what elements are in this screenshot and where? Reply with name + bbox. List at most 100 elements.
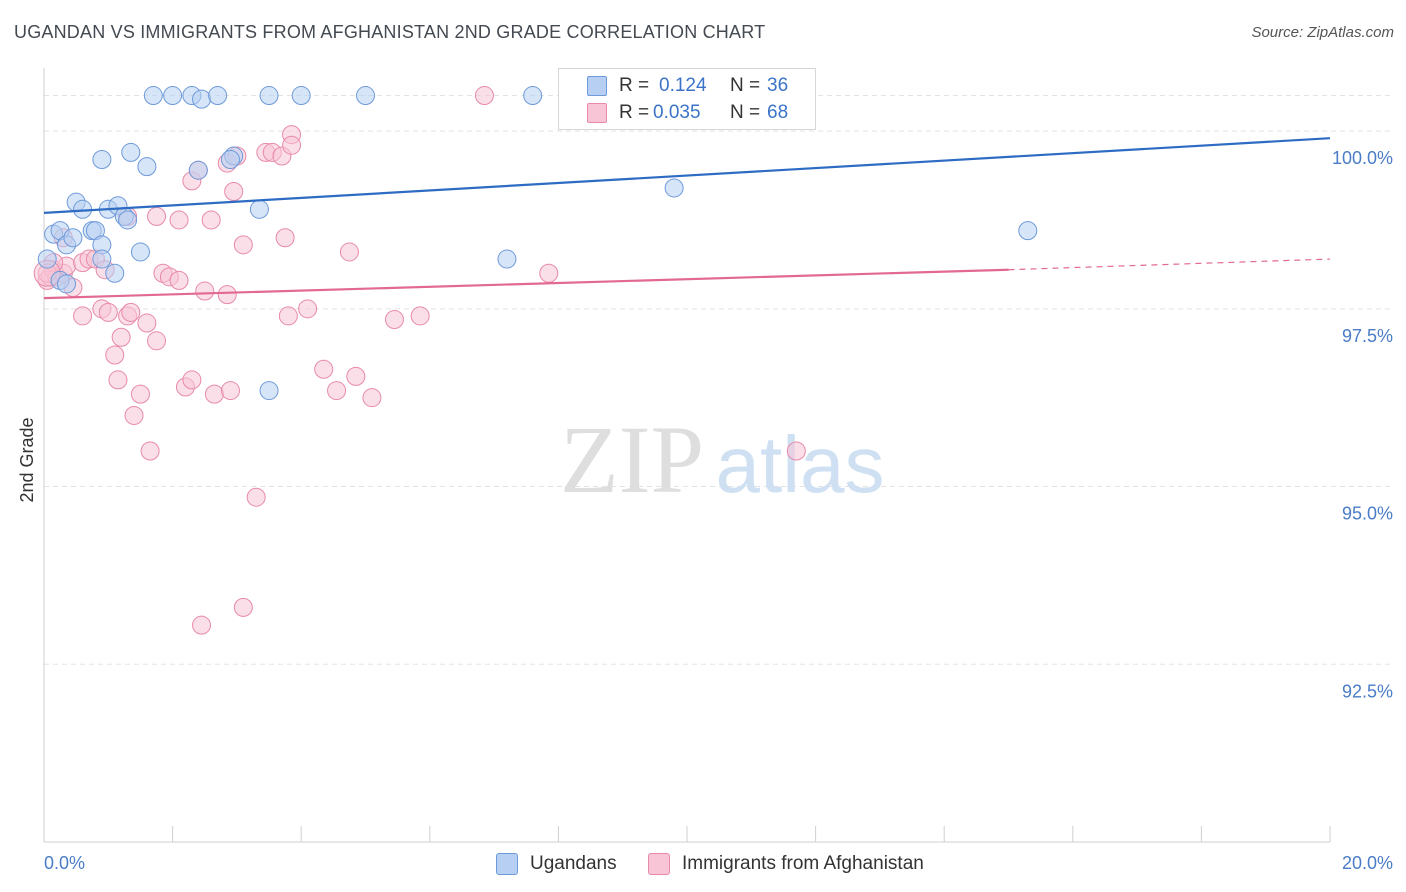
point-afghanistan <box>121 302 141 322</box>
point-afghanistan <box>105 345 125 365</box>
point-ugandans <box>188 160 208 180</box>
legend-n-value: 36 <box>767 75 789 96</box>
point-afghanistan <box>147 331 167 351</box>
point-afghanistan <box>140 441 160 461</box>
point-afghanistan <box>327 381 347 401</box>
legend-r-value: 0.124 <box>659 75 707 96</box>
point-ugandans <box>249 199 269 219</box>
legend-r-label: R = <box>619 102 650 123</box>
point-afghanistan <box>182 370 202 390</box>
point-afghanistan <box>130 384 150 404</box>
point-afghanistan <box>108 370 128 390</box>
chart-title: UGANDAN VS IMMIGRANTS FROM AFGHANISTAN 2… <box>14 22 766 42</box>
point-afghanistan <box>224 182 244 202</box>
point-afghanistan <box>192 615 212 635</box>
legend-box: R = 0.124 N = 36 R = 0.035 N = 68 <box>558 68 816 130</box>
x-tick-label-start: 0.0% <box>44 853 85 873</box>
point-afghanistan <box>410 306 430 326</box>
watermark: ZIP atlas <box>560 406 884 513</box>
point-ugandans <box>130 242 150 262</box>
y-tick-label: 95.0% <box>1342 504 1393 524</box>
chart-source: Source: ZipAtlas.com <box>1251 24 1394 41</box>
point-ugandans <box>118 210 138 230</box>
point-ugandans <box>137 157 157 177</box>
point-ugandans <box>523 86 543 106</box>
point-afghanistan <box>233 235 253 255</box>
point-afghanistan <box>124 405 144 425</box>
axes <box>43 68 1331 843</box>
watermark-zip: ZIP <box>560 406 704 513</box>
point-ugandans <box>63 228 83 248</box>
point-afghanistan <box>539 263 559 283</box>
point-afghanistan <box>786 441 806 461</box>
point-ugandans <box>143 86 163 106</box>
point-ugandans <box>220 150 240 170</box>
point-afghanistan <box>384 309 404 329</box>
point-ugandans <box>37 249 57 269</box>
trend-ugandans <box>43 137 1331 214</box>
legend-swatch-ugandans <box>587 76 607 96</box>
y-axis-label: 2nd Grade <box>17 417 37 502</box>
x-tick-label-end: 20.0% <box>1342 853 1393 873</box>
point-ugandans <box>105 263 125 283</box>
legend-swatch-afghanistan <box>587 103 607 123</box>
point-afghanistan <box>137 313 157 333</box>
y-tick-label: 100.0% <box>1332 148 1393 168</box>
point-ugandans <box>208 86 228 106</box>
point-ugandans <box>664 178 684 198</box>
legend-r-label: R = <box>619 75 650 96</box>
point-ugandans <box>291 86 311 106</box>
grid-lines <box>44 95 1392 665</box>
point-ugandans <box>259 86 279 106</box>
legend-r-value: 0.035 <box>653 102 701 123</box>
point-afghanistan <box>98 302 118 322</box>
bottom-legend-swatch-afghanistan <box>648 853 670 875</box>
point-afghanistan <box>73 306 93 326</box>
point-afghanistan <box>111 327 131 347</box>
tick-labels: 92.5% 95.0% 97.5% 100.0% 0.0% 20.0% <box>44 148 1393 873</box>
point-ugandans <box>92 249 112 269</box>
point-afghanistan <box>201 210 221 230</box>
point-afghanistan <box>217 285 237 305</box>
point-ugandans <box>163 86 183 106</box>
point-ugandans <box>356 86 375 106</box>
point-ugandans <box>259 381 279 401</box>
point-afghanistan <box>220 381 240 401</box>
trend-afghanistan-extension <box>1008 258 1331 271</box>
point-afghanistan <box>233 597 253 617</box>
bottom-legend-swatch-ugandans <box>496 853 518 875</box>
y-tick-label: 97.5% <box>1342 326 1393 346</box>
point-ugandans <box>497 249 517 269</box>
point-afghanistan <box>278 306 298 326</box>
trend-afghanistan <box>43 268 1009 300</box>
point-afghanistan <box>246 487 266 507</box>
watermark-atlas: atlas <box>716 420 885 509</box>
point-afghanistan <box>169 270 189 290</box>
bottom-legend-label-afghanistan: Immigrants from Afghanistan <box>682 853 924 874</box>
point-ugandans <box>92 150 112 170</box>
point-ugandans <box>192 89 212 109</box>
series-ugandans-points <box>37 86 1038 401</box>
y-tick-label: 92.5% <box>1342 681 1393 701</box>
bottom-legend-label-ugandans: Ugandans <box>530 853 617 874</box>
point-afghanistan <box>147 206 167 226</box>
point-afghanistan <box>339 242 359 262</box>
point-afghanistan <box>195 281 215 301</box>
point-afghanistan <box>298 299 318 319</box>
legend-n-label: N = <box>730 102 761 123</box>
trend-lines <box>43 137 1331 300</box>
point-ugandans <box>1018 221 1038 241</box>
point-afghanistan <box>362 388 382 408</box>
point-afghanistan <box>275 228 295 248</box>
point-afghanistan <box>282 135 302 155</box>
point-ugandans <box>57 274 77 294</box>
point-afghanistan <box>169 210 189 230</box>
point-ugandans <box>121 142 141 162</box>
point-afghanistan <box>204 384 224 404</box>
legend-n-label: N = <box>730 75 761 96</box>
legend-n-value: 68 <box>767 102 789 123</box>
point-afghanistan <box>346 366 366 386</box>
point-afghanistan <box>474 86 494 106</box>
point-afghanistan <box>314 359 334 379</box>
